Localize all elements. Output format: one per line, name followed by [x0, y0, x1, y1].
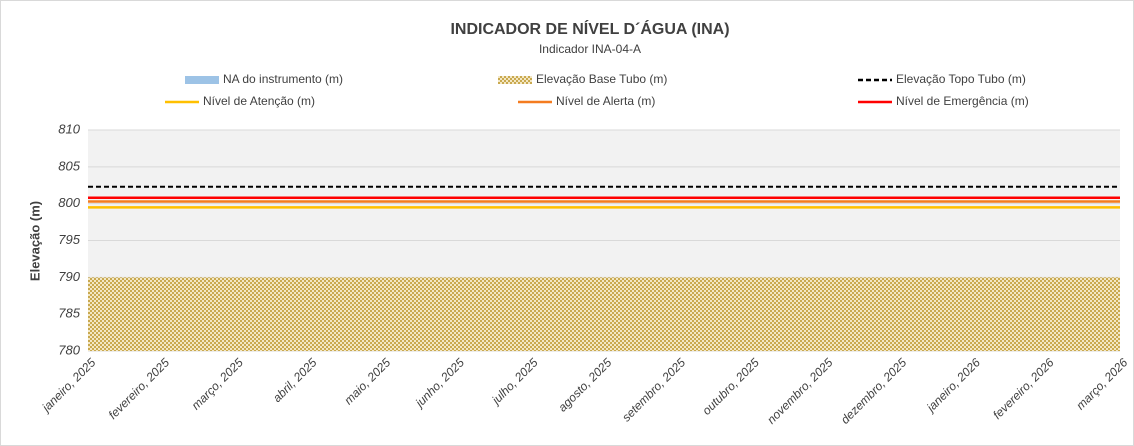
y-tick-label: 795	[58, 232, 80, 247]
y-tick-label: 785	[58, 306, 80, 321]
y-tick-label: 810	[58, 121, 80, 136]
y-tick-label: 800	[58, 195, 80, 210]
legend-label: Elevação Base Tubo (m)	[536, 72, 667, 86]
y-axis-title: Elevação (m)	[27, 201, 42, 281]
chart-subtitle: Indicador INA-04-A	[539, 42, 641, 56]
legend-label: Nível de Alerta (m)	[556, 94, 655, 108]
legend-swatch	[498, 76, 532, 84]
legend-label: Nível de Atenção (m)	[203, 94, 315, 108]
chart-title: INDICADOR DE NÍVEL D´ÁGUA (INA)	[450, 19, 729, 38]
y-tick-label: 790	[58, 269, 80, 284]
legend-label: Elevação Topo Tubo (m)	[896, 72, 1026, 86]
legend-label: Nível de Emergência (m)	[896, 94, 1029, 108]
legend-swatch	[185, 76, 219, 84]
area	[88, 277, 1120, 351]
y-tick-label: 780	[58, 342, 80, 357]
legend-label: NA do instrumento (m)	[223, 72, 343, 86]
y-tick-label: 805	[58, 158, 80, 173]
